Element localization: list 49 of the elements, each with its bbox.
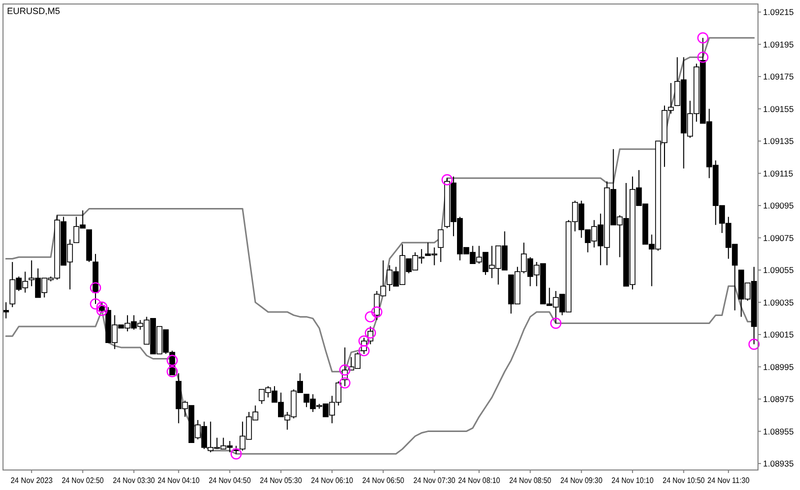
- y-tick-label: 1.09055: [763, 265, 794, 276]
- point: [339, 364, 350, 376]
- y-tick-label: 1.09035: [763, 297, 794, 308]
- y-tick-label: 1.09015: [763, 330, 794, 340]
- x-tick-label: 24 Nov 04:10: [158, 476, 206, 485]
- point: [90, 298, 102, 310]
- point: [358, 335, 370, 347]
- y-tick-label: 1.08975: [763, 394, 794, 404]
- x-tick-label: 24 Nov 06:10: [311, 476, 359, 485]
- x-tick-label: 24 Nov 09:30: [560, 476, 608, 485]
- y-tick-label: 1.09135: [763, 136, 794, 146]
- x-tick-label: 24 Nov 08:50: [509, 476, 557, 485]
- x-tick-label: 24 Nov 2023: [10, 476, 56, 485]
- x-tick-label: 24 Nov 06:50: [362, 476, 410, 485]
- point: [364, 327, 376, 339]
- y-tick-label: 1.08995: [763, 362, 794, 372]
- point: [748, 338, 760, 350]
- y-tick-label: 1.08955: [763, 426, 794, 436]
- x-tick-label: 24 Nov 02:50: [62, 476, 110, 485]
- point: [697, 52, 708, 63]
- y-tick-label: 1.09215: [763, 7, 794, 18]
- point: [550, 318, 562, 329]
- point: [697, 32, 708, 44]
- y-tick-label: 1.09115: [763, 168, 794, 178]
- point: [96, 302, 108, 313]
- candlestick: [3, 302, 9, 319]
- chart-title: EURUSD,M5: [7, 6, 60, 16]
- y-tick-label: 1.09155: [763, 104, 794, 114]
- candlestick: [438, 229, 444, 262]
- y-tick-label: 1.08935: [763, 458, 794, 469]
- point: [364, 311, 376, 322]
- x-tick-label: 24 Nov 11:30: [707, 476, 754, 485]
- x-tick-label: 24 Nov 10:10: [612, 476, 660, 485]
- y-tick-label: 1.09095: [763, 200, 794, 211]
- x-tick-label: 24 Nov 08:10: [458, 476, 506, 485]
- x-tick-label: 24 Nov 05:30: [260, 476, 308, 485]
- point: [371, 306, 382, 318]
- y-tick-label: 1.09195: [763, 39, 794, 50]
- point: [230, 448, 242, 460]
- y-tick-label: 1.09075: [763, 232, 794, 243]
- point: [358, 345, 370, 356]
- point: [90, 282, 102, 294]
- point: [96, 304, 108, 316]
- point: [339, 377, 350, 389]
- point: [166, 366, 178, 378]
- point: [442, 174, 453, 186]
- point: [166, 354, 178, 366]
- x-tick-label: 24 Nov 04:50: [208, 476, 256, 485]
- y-tick-label: 1.09175: [763, 72, 794, 82]
